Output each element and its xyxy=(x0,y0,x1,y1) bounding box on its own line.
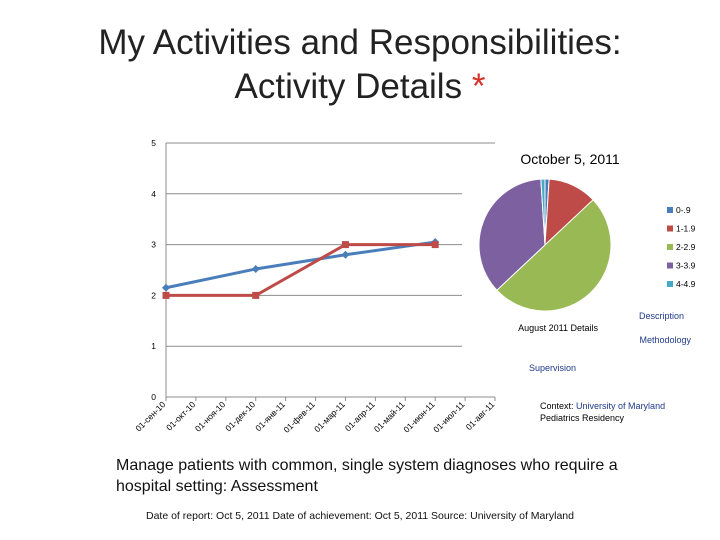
y-tick-label: 2 xyxy=(151,290,156,300)
y-tick-label: 1 xyxy=(151,341,156,351)
legend-swatch xyxy=(667,244,673,250)
x-tick-label: 01-авг-11 xyxy=(464,399,497,432)
y-tick-label: 3 xyxy=(151,240,156,250)
series-2-point xyxy=(341,241,349,249)
page-title-text: Activity Details xyxy=(234,67,463,106)
legend-swatch xyxy=(667,207,673,213)
legend-label: 3-3.9 xyxy=(676,261,696,271)
x-tick-label: 01-дек-10 xyxy=(223,399,257,433)
legend-swatch xyxy=(667,225,673,232)
pie-panel: October 5, 2011 0-.9 1-1.9 2-2.9 3-3.9 4-4.9… xyxy=(462,151,714,380)
description-link[interactable]: Description xyxy=(639,311,684,321)
pie-slice xyxy=(540,178,546,246)
y-tick-label: 0 xyxy=(151,392,156,402)
series-1-point xyxy=(341,250,350,259)
context-value-line1: University of Maryland xyxy=(576,401,665,411)
page-title-line1: My Activities and Responsibilities: xyxy=(98,23,622,62)
supervision-link[interactable]: Supervision xyxy=(529,363,576,373)
pie-title: October 5, 2011 xyxy=(520,151,620,167)
pie-legend: 0-.9 1-1.9 2-2.9 3-3.9 4-4.9 xyxy=(667,205,696,289)
activity-description: Manage patients with common, single syst… xyxy=(116,457,618,495)
series-line-1 xyxy=(165,240,436,290)
x-tick-label: 01-фев-11 xyxy=(281,399,317,435)
august-details-label: August 2011 Details xyxy=(518,323,598,333)
legend-label: 0-.9 xyxy=(676,205,691,215)
page-title-line2: Activity Details * xyxy=(0,66,720,108)
y-tick-label: 4 xyxy=(151,189,156,199)
legend-label: 2-2.9 xyxy=(676,242,696,252)
y-tick-label: 5 xyxy=(151,138,156,148)
report-footer: Date of report: Oct 5, 2011 Date of achi… xyxy=(146,510,574,522)
x-tick-label: 01-июл-11 xyxy=(431,399,466,434)
pie-slice xyxy=(478,178,546,291)
series-2-point xyxy=(162,291,170,299)
legend-label: 1-1.9 xyxy=(676,224,696,234)
series-2-point xyxy=(252,291,260,299)
series-2-point xyxy=(431,241,439,249)
legend-swatch xyxy=(667,281,673,287)
y-tick-layer: 0 1 2 3 4 5 xyxy=(151,138,156,402)
methodology-link[interactable]: Methodology xyxy=(639,335,691,345)
line-series-layer xyxy=(162,238,440,299)
required-star: * xyxy=(471,67,486,106)
x-tick-layer: 01-сен-1001-окт-1001-ноя-1001-дек-1001-я… xyxy=(133,397,497,435)
pie-slice xyxy=(496,199,612,312)
series-line-2 xyxy=(166,243,436,297)
series-1-point xyxy=(162,283,170,292)
context-label: Context: xyxy=(540,401,574,411)
legend-label: 4-4.9 xyxy=(676,279,696,289)
x-tick-label: 01-мар-11 xyxy=(312,399,347,434)
series-1-point xyxy=(251,264,260,273)
legend-swatch xyxy=(667,262,673,269)
x-tick-label: 01-июн-11 xyxy=(401,399,436,434)
context-line1: Context: University of Maryland xyxy=(540,401,665,411)
grid-layer xyxy=(165,142,495,398)
pie-slices xyxy=(478,178,612,312)
x-tick-label: 01-ноя-10 xyxy=(193,399,228,434)
x-tick-label: 01-сен-10 xyxy=(133,399,167,433)
context-value-line2: Pediatrics Residency xyxy=(540,413,625,423)
